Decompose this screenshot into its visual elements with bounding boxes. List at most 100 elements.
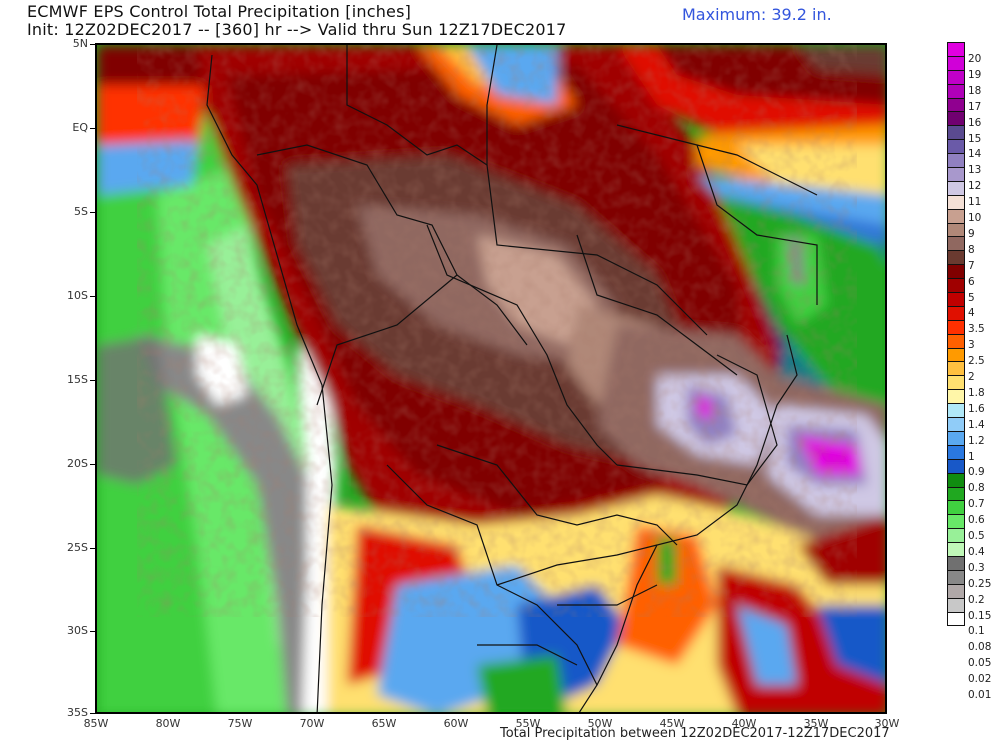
colorbar-label: 1: [968, 450, 975, 463]
y-label-eq: EQ: [72, 121, 88, 134]
colorbar-label: 2: [968, 371, 975, 383]
colorbar-swatch: [947, 292, 965, 307]
colorbar-swatch: [947, 278, 965, 294]
colorbar-label: 0.02: [968, 673, 992, 686]
colorbar-swatch: [947, 361, 965, 377]
colorbar-swatch: [947, 389, 965, 405]
x-label-70w: 70W: [299, 717, 325, 730]
colorbar-label: 11: [968, 196, 982, 209]
colorbar-swatch: [947, 139, 965, 155]
colorbar-label: 15: [968, 132, 982, 145]
colorbar-label: 0.8: [968, 482, 985, 495]
y-label-30s: 30S: [67, 624, 88, 637]
y-label-15s: 15S: [67, 373, 88, 386]
colorbar-swatch: [947, 208, 965, 224]
x-label-35w: 35W: [803, 717, 829, 730]
colorbar-label: 1.6: [968, 402, 985, 415]
colorbar-swatch: [947, 319, 965, 335]
x-label-30w: 30W: [874, 717, 900, 730]
colorbar-swatch: [947, 55, 965, 71]
colorbar-label: 7: [968, 259, 975, 272]
colorbar-swatch: [947, 111, 965, 127]
precipitation-field: [97, 45, 885, 712]
y-label-35s: 35S: [67, 706, 88, 719]
colorbar-label: 0.15: [968, 609, 992, 622]
colorbar-swatch: [947, 472, 965, 488]
colorbar-swatch: [947, 153, 965, 169]
colorbar-label: 0.4: [968, 545, 985, 558]
y-label-20s: 20S: [67, 457, 88, 470]
colorbar-swatch: [947, 555, 965, 571]
colorbar-label: 14: [968, 148, 982, 161]
x-label-50w: 50W: [587, 717, 613, 730]
colorbar-swatch: [947, 236, 965, 252]
colorbar-label: 4: [968, 307, 975, 320]
x-label-85w: 85W: [83, 717, 109, 730]
chart-subtitle: Init: 12Z02DEC2017 -- [360] hr --> Valid…: [27, 20, 567, 39]
colorbar-swatch: [947, 347, 965, 363]
y-label-25s: 25S: [67, 541, 88, 554]
colorbar-label: 8: [968, 243, 975, 256]
colorbar-label: 18: [968, 84, 982, 97]
colorbar-label: 0.7: [968, 498, 985, 511]
colorbar-swatch: [947, 97, 965, 113]
colorbar-swatch: [947, 542, 965, 557]
colorbar-label: 0.25: [968, 577, 992, 590]
colorbar-swatch: [947, 444, 965, 460]
precipitation-map: [95, 43, 887, 714]
x-label-60w: 60W: [443, 717, 469, 730]
colorbar-label: 0.05: [968, 657, 992, 670]
colorbar-label: 0.5: [968, 530, 985, 542]
colorbar-swatch: [947, 333, 965, 349]
colorbar-label: 1.4: [968, 418, 985, 431]
colorbar-label: 2.5: [968, 355, 985, 368]
colorbar-swatch: [947, 403, 965, 419]
colorbar-swatch: [947, 486, 965, 502]
colorbar-swatch: [947, 611, 965, 627]
colorbar-swatch: [947, 125, 965, 141]
x-label-40w: 40W: [731, 717, 757, 730]
country-borders: [206, 45, 818, 712]
x-label-55w: 55W: [515, 717, 541, 730]
colorbar-label: 20: [968, 53, 982, 65]
colorbar-label: 0.3: [968, 561, 985, 574]
colorbar-label: 6: [968, 275, 975, 288]
colorbar-swatch: [947, 514, 965, 530]
x-label-45w: 45W: [659, 717, 685, 730]
colorbar-label: 0.2: [968, 593, 985, 606]
colorbar-label: 5: [968, 291, 975, 304]
colorbar-label: 12: [968, 180, 982, 193]
colorbar-label: 3.5: [968, 323, 985, 336]
maximum-label: Maximum: 39.2 in.: [682, 5, 832, 24]
colorbar-label: 0.1: [968, 625, 985, 638]
footer-caption: Total Precipitation between 12Z02DEC2017…: [500, 726, 890, 741]
colorbar-swatch: [947, 528, 965, 544]
y-label-5s: 5S: [74, 205, 88, 218]
colorbar-label: 10: [968, 212, 982, 224]
chart-title: ECMWF EPS Control Total Precipitation [i…: [27, 2, 412, 21]
colorbar-swatch: [947, 305, 965, 321]
colorbar-swatch: [947, 194, 965, 210]
colorbar-label: 13: [968, 164, 982, 177]
colorbar: [947, 42, 965, 627]
colorbar-label: 1.8: [968, 386, 985, 399]
colorbar-label: 0.6: [968, 514, 985, 527]
y-label-5n: 5N: [72, 37, 88, 50]
colorbar-swatch: [947, 264, 965, 280]
colorbar-swatch: [947, 83, 965, 99]
colorbar-swatch: [947, 458, 965, 474]
colorbar-label: 9: [968, 227, 975, 240]
colorbar-swatch: [947, 430, 965, 446]
colorbar-label: 17: [968, 100, 982, 113]
colorbar-label: 19: [968, 68, 982, 81]
colorbar-swatch: [947, 597, 965, 613]
colorbar-swatch: [947, 500, 965, 516]
colorbar-swatch: [947, 167, 965, 182]
x-label-80w: 80W: [155, 717, 181, 730]
colorbar-label: 0.01: [968, 689, 992, 701]
colorbar-label: 3: [968, 339, 975, 352]
colorbar-label: 0.9: [968, 466, 985, 479]
colorbar-label: 1.2: [968, 434, 985, 447]
colorbar-swatch: [947, 69, 965, 85]
colorbar-swatch: [947, 180, 965, 196]
